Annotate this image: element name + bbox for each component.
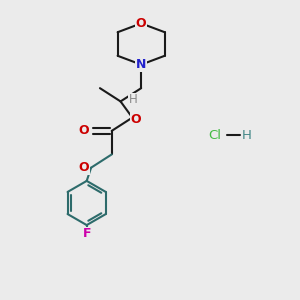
Text: O: O [78,124,89,137]
Text: F: F [82,227,91,240]
Text: N: N [136,58,146,71]
Text: O: O [130,112,141,126]
Text: O: O [136,17,146,30]
Text: H: H [128,93,137,106]
Text: O: O [78,161,89,174]
Text: H: H [242,129,252,142]
Text: Cl: Cl [208,129,221,142]
